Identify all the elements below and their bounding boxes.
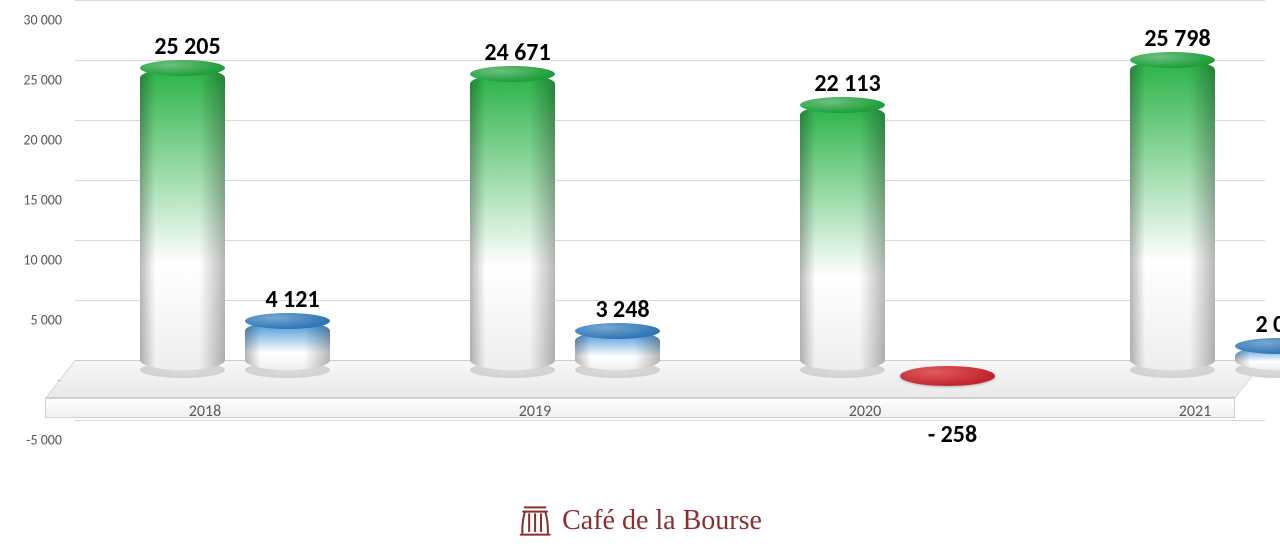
y-tick-label: 20 000 [2,132,62,149]
bar-cylinder-top [800,97,885,113]
bar-cylinder-top [140,60,225,76]
bar-cylinder-body [800,105,885,370]
gridline [75,120,1265,121]
branding-text: Café de la Bourse [562,505,762,537]
bar-cylinder-top [575,323,660,339]
bar-cylinder-top [245,313,330,329]
branding-logo: Café de la Bourse [518,504,762,538]
chart-plot: 25 205 4 121 2018 24 671 3 248 2019 22 113 - 25… [75,0,1265,460]
y-tick-label: 10 000 [2,252,62,269]
x-axis-label: 2019 [475,402,595,421]
y-tick-label: -5 000 [2,432,62,449]
bar-negative-marker [900,366,995,386]
gridline [75,180,1265,181]
bar-cylinder [1130,60,1215,370]
value-label: 25 205 [128,32,248,61]
bar-cylinder-top [1235,338,1280,354]
bar-cylinder-top [1130,52,1215,68]
value-label: 24 671 [458,38,578,67]
y-tick-label: 5 000 [2,312,62,329]
value-label: 2 018 [1228,310,1280,339]
bar-cylinder-body [1130,60,1215,370]
x-axis-label: 2018 [145,402,265,421]
bar-cylinder [1235,346,1280,370]
bar-cylinder-top [470,66,555,82]
value-label: 22 113 [788,69,908,98]
y-tick-label: 25 000 [2,72,62,89]
value-label: - 258 [898,420,1008,449]
y-tick-label: 15 000 [2,192,62,209]
gridline [75,240,1265,241]
bar-cylinder [575,331,660,370]
x-axis-label: 2020 [805,402,925,421]
y-tick-label: 30 000 [2,12,62,29]
bar-cylinder [245,321,330,370]
bar-cylinder [800,105,885,370]
bar-cylinder-body [575,331,660,370]
bar-cylinder [140,68,225,370]
value-label: 3 248 [568,295,678,324]
gridline [75,60,1265,61]
x-axis-label: 2021 [1135,402,1255,421]
value-label: 25 798 [1118,24,1238,53]
bar-cylinder-body [245,321,330,370]
bar-cylinder [470,74,555,370]
bar-cylinder-body [140,68,225,370]
gridline [75,0,1265,1]
bar-cylinder-body [470,74,555,370]
column-building-icon [518,504,552,538]
value-label: 4 121 [238,285,348,314]
